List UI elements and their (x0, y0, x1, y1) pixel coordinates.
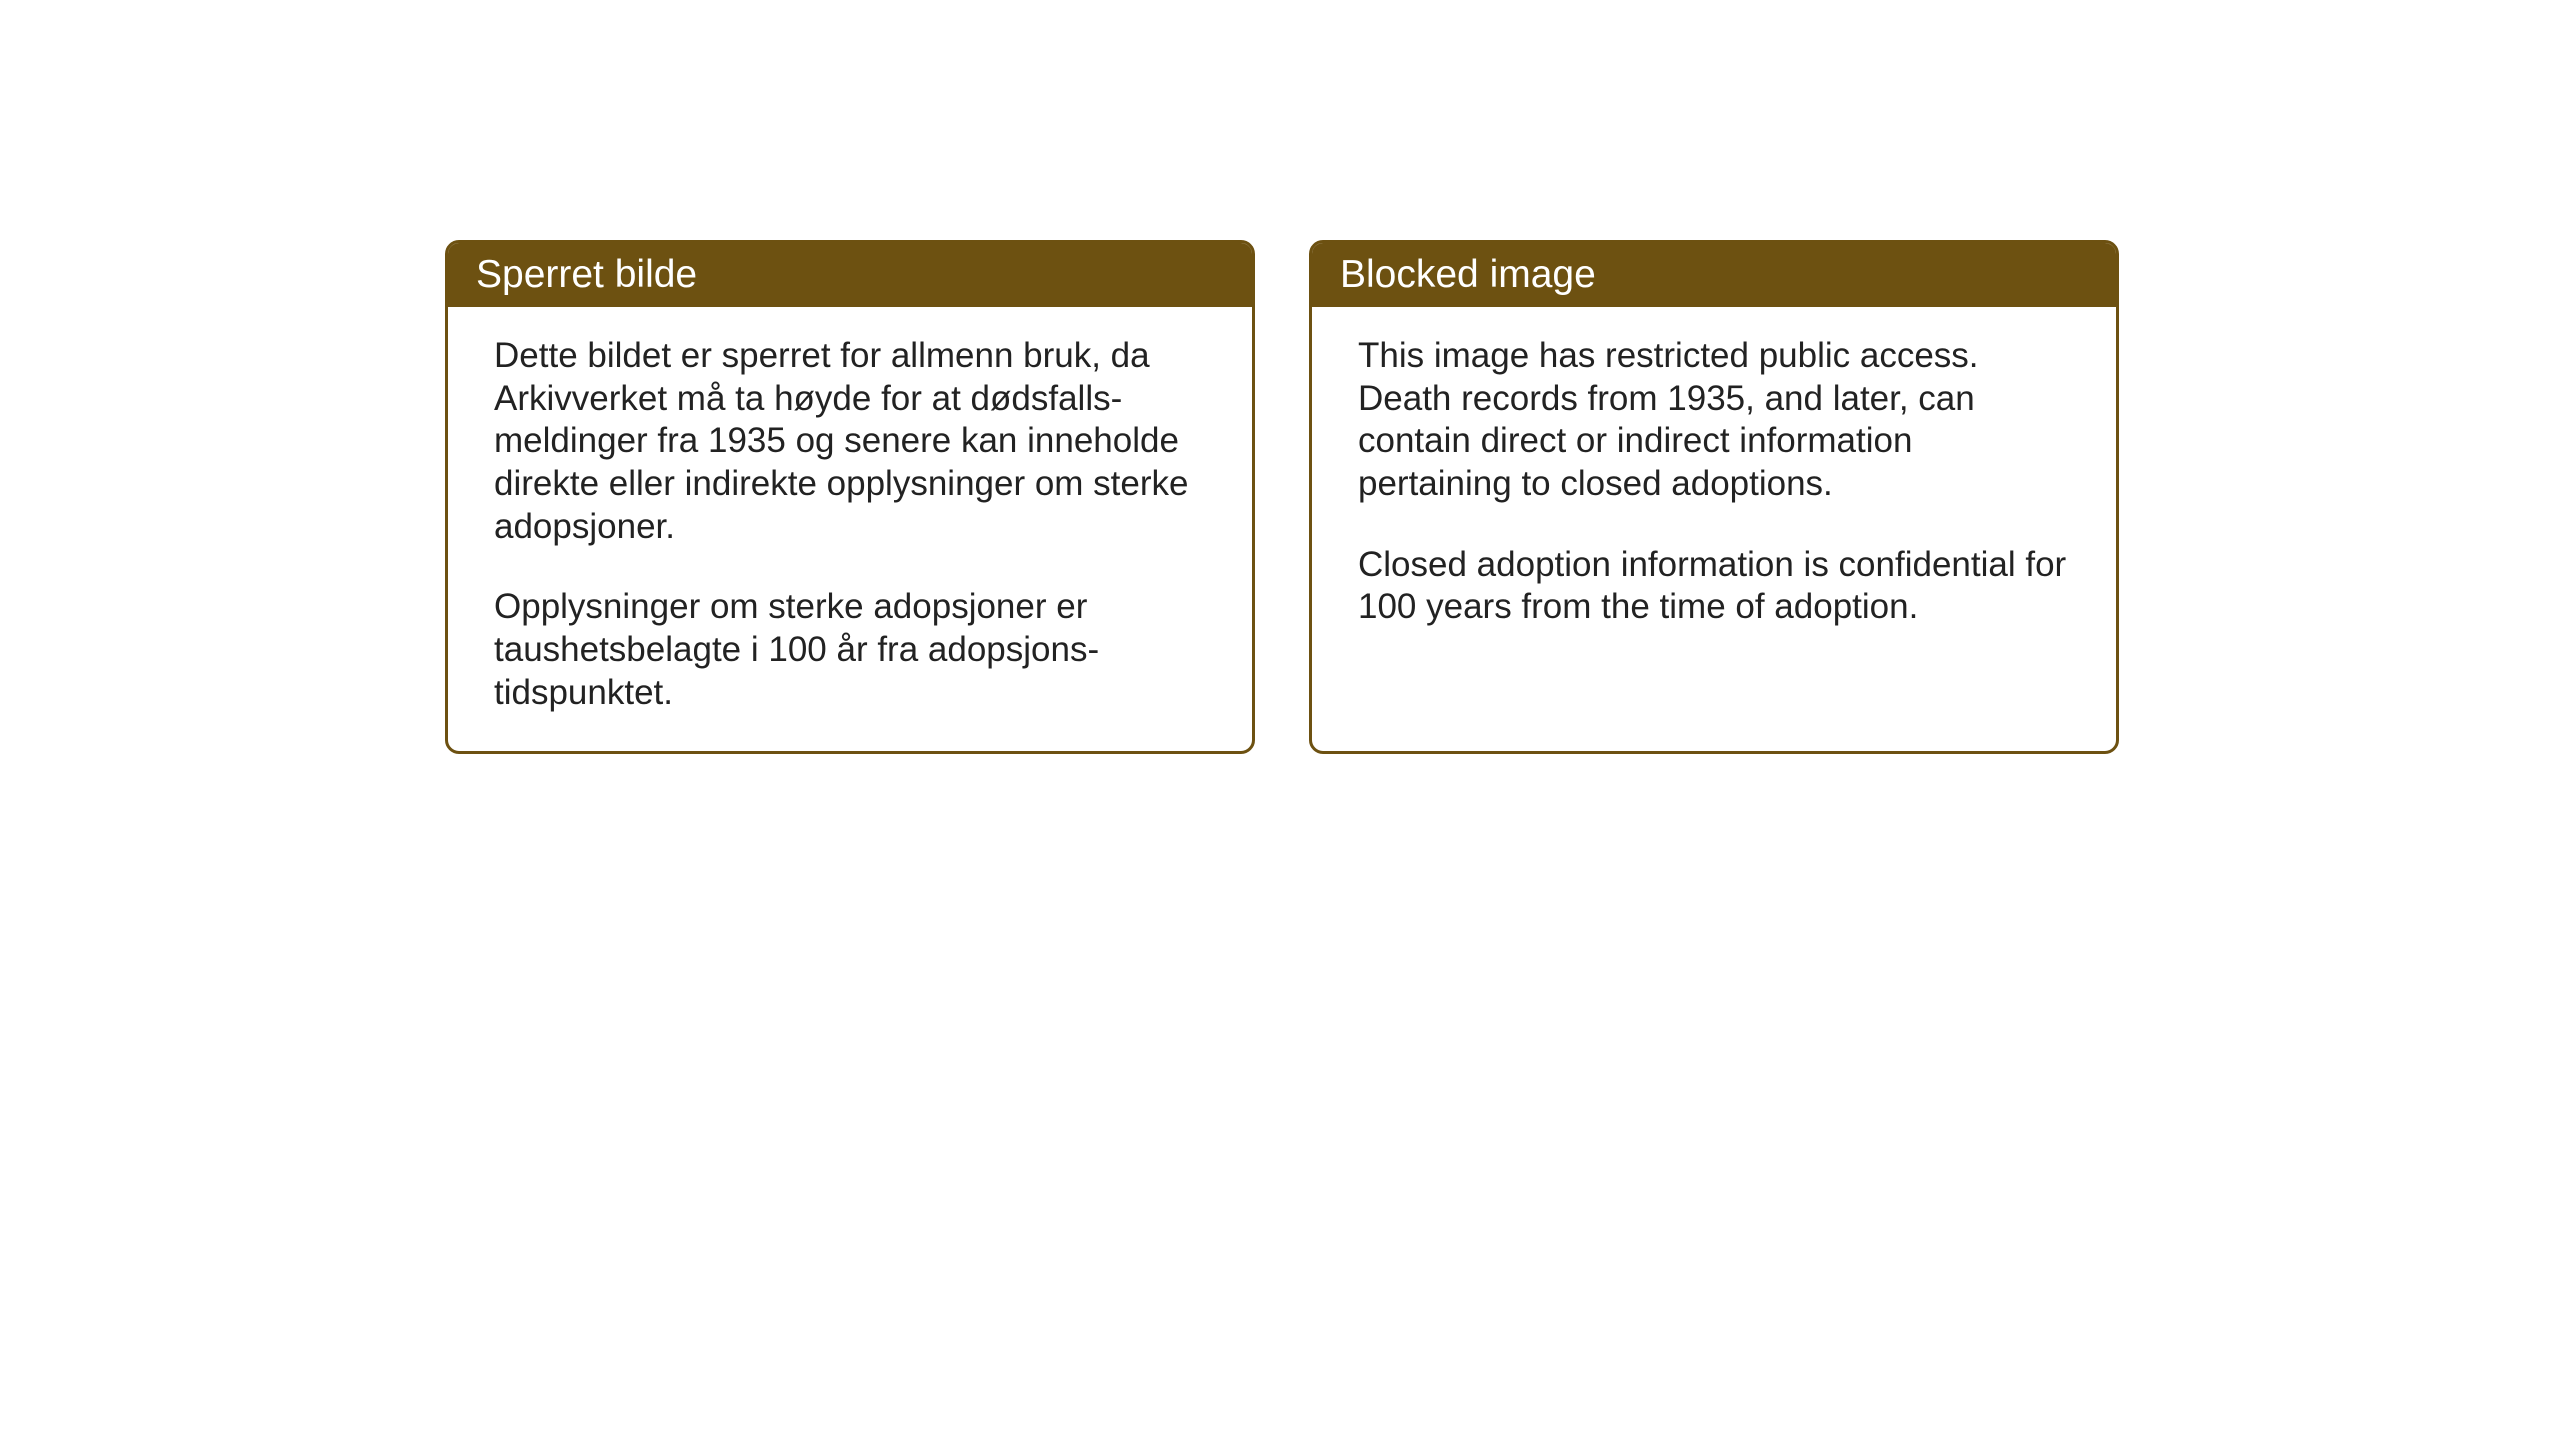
card-paragraph-2-english: Closed adoption information is confident… (1358, 544, 2070, 629)
card-header-norwegian: Sperret bilde (448, 243, 1252, 307)
card-title-english: Blocked image (1340, 253, 1596, 296)
card-body-norwegian: Dette bildet er sperret for allmenn bruk… (448, 307, 1252, 751)
notice-card-norwegian: Sperret bilde Dette bildet er sperret fo… (445, 240, 1255, 754)
card-title-norwegian: Sperret bilde (476, 253, 697, 296)
card-paragraph-1-english: This image has restricted public access.… (1358, 335, 2070, 506)
notice-card-english: Blocked image This image has restricted … (1309, 240, 2119, 754)
card-paragraph-1-norwegian: Dette bildet er sperret for allmenn bruk… (494, 335, 1206, 548)
card-paragraph-2-norwegian: Opplysninger om sterke adopsjoner er tau… (494, 586, 1206, 714)
card-body-english: This image has restricted public access.… (1312, 307, 2116, 665)
notice-cards-container: Sperret bilde Dette bildet er sperret fo… (445, 240, 2119, 754)
card-header-english: Blocked image (1312, 243, 2116, 307)
